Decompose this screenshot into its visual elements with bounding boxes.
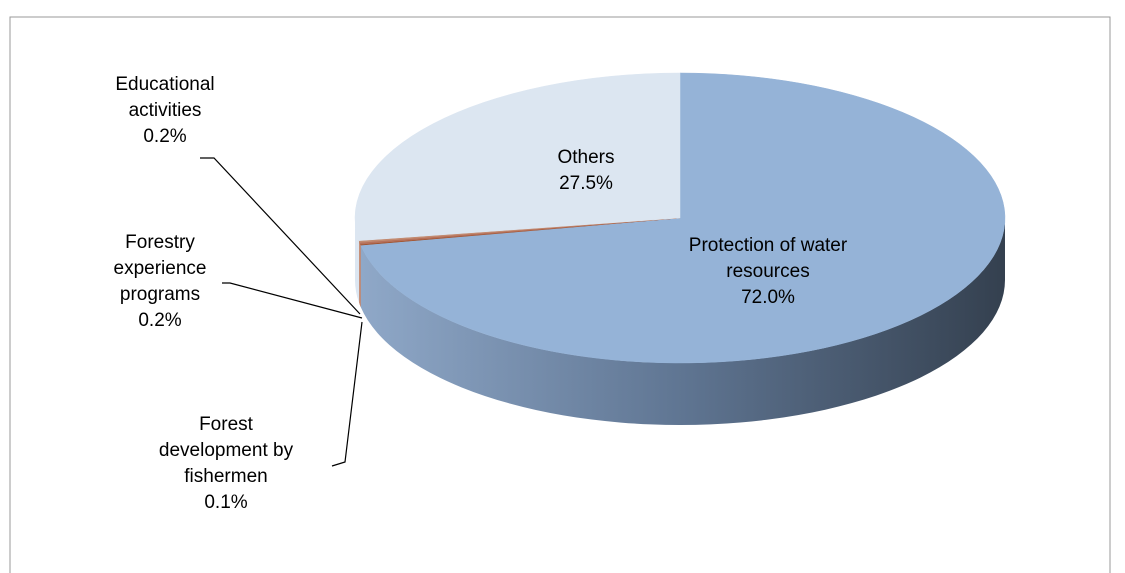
- slice-side: [359, 240, 360, 305]
- slice-side: [359, 242, 361, 307]
- slice-label: Protection of water resources: [688, 235, 848, 282]
- chart-frame: [9, 16, 1111, 573]
- leader-line: [331, 321, 363, 467]
- slice-value-label: 0.2%: [143, 126, 187, 147]
- leader-line: [222, 282, 363, 319]
- slice-label: Educational activities: [115, 74, 215, 121]
- slice-value-label: 27.5%: [559, 173, 613, 194]
- slice-label: Forest development by fishermen: [158, 414, 294, 487]
- slice-side: [360, 218, 1006, 426]
- slice-side: [355, 218, 360, 303]
- slice-label: Others: [557, 147, 615, 168]
- slice-value-label: 0.2%: [138, 310, 182, 331]
- slice-value-label: 72.0%: [741, 287, 795, 308]
- pie-slice: [354, 72, 681, 241]
- slice-label: Forestry experience programs: [113, 232, 207, 305]
- pie-slice: [360, 72, 1006, 364]
- leader-line: [200, 157, 361, 315]
- slice-value-label: 0.1%: [204, 492, 248, 513]
